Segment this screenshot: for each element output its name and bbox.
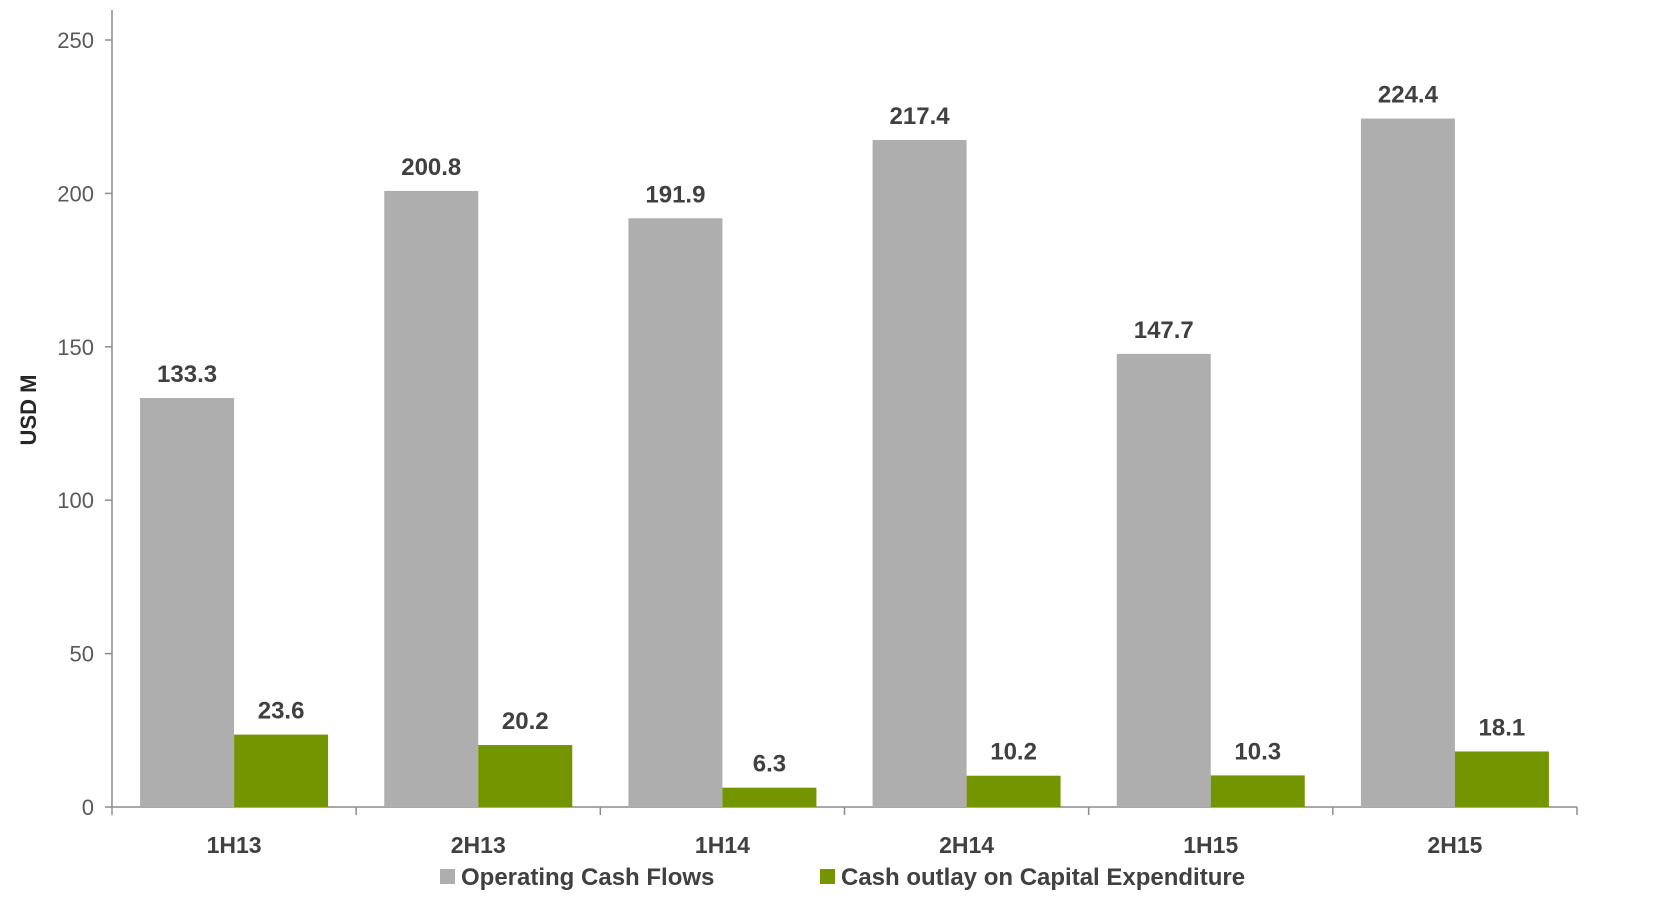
data-label: 10.2 [990, 739, 1037, 766]
data-label: 133.3 [157, 361, 217, 388]
category-label: 1H13 [207, 832, 262, 858]
category-label: 1H15 [1183, 832, 1238, 858]
data-label: 6.3 [753, 751, 786, 778]
legend-label: Cash outlay on Capital Expenditure [841, 864, 1245, 891]
data-label: 200.8 [401, 154, 461, 181]
bar-capital-expenditure [1210, 775, 1305, 807]
bar-capital-expenditure [1454, 751, 1549, 807]
bar-operating-cash-flows [1116, 353, 1211, 807]
y-tick-label: 100 [57, 488, 94, 513]
bars [140, 118, 1549, 808]
data-label: 191.9 [645, 181, 705, 208]
y-tick-label: 50 [70, 642, 94, 667]
data-label: 23.6 [258, 698, 305, 725]
legend-swatch [820, 869, 835, 884]
y-tick-label: 0 [82, 795, 94, 820]
y-axis-title: USD M [16, 375, 41, 446]
x-axis: 1H13 2H13 1H14 2H14 1H15 2H15 [111, 806, 1578, 858]
data-label: 18.1 [1479, 714, 1526, 741]
y-tick-label: 150 [57, 335, 94, 360]
bar-operating-cash-flows [384, 190, 479, 807]
category-label: 2H15 [1427, 832, 1482, 858]
data-label: 10.3 [1234, 738, 1281, 765]
bar-capital-expenditure [722, 787, 817, 807]
y-tick-label: 250 [57, 28, 94, 53]
data-label: 20.2 [502, 708, 549, 735]
bar-operating-cash-flows [628, 218, 723, 807]
category-label: 2H14 [939, 832, 994, 858]
bar-operating-cash-flows [872, 140, 967, 808]
category-label: 1H14 [695, 832, 750, 858]
bar-operating-cash-flows [140, 398, 235, 807]
legend: Operating Cash Flows Cash outlay on Capit… [440, 864, 1245, 891]
bar-capital-expenditure [478, 745, 573, 807]
data-label: 224.4 [1378, 82, 1439, 109]
legend-swatch [440, 869, 455, 884]
bar-capital-expenditure [234, 734, 329, 807]
legend-label: Operating Cash Flows [461, 864, 714, 891]
data-labels: 133.3 23.6 200.8 20.2 191.9 6.3 217.4 10.2 147.7… [157, 82, 1525, 778]
y-tick-label: 200 [57, 181, 94, 206]
bar-operating-cash-flows [1360, 118, 1455, 808]
y-axis: 0 50 100 150 200 250 [57, 10, 113, 820]
data-label: 147.7 [1134, 317, 1194, 344]
bar-capital-expenditure [966, 775, 1061, 807]
data-label: 217.4 [890, 103, 951, 130]
category-label: 2H13 [451, 832, 506, 858]
